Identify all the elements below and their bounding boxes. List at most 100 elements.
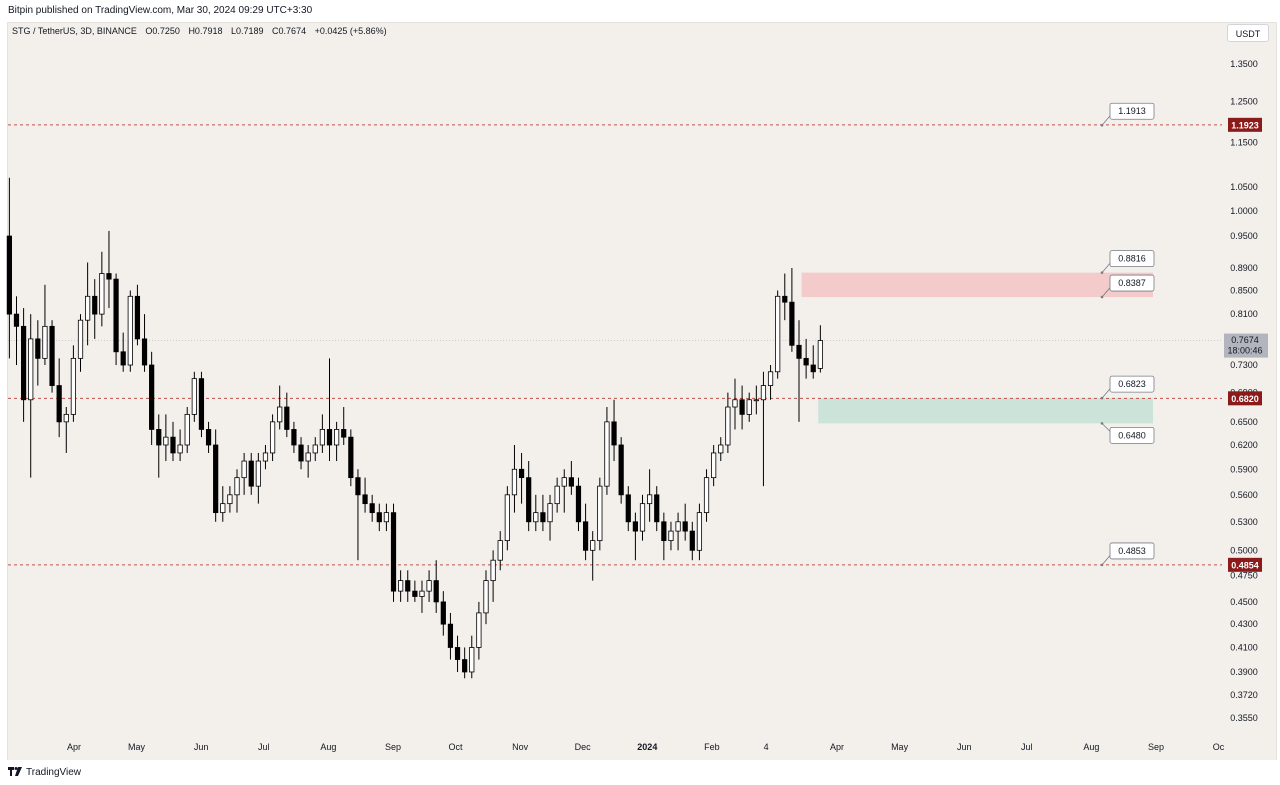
candle-body: [725, 406, 731, 446]
candle-body: [248, 460, 254, 487]
candle: [412, 580, 418, 602]
candle: [810, 345, 816, 379]
candle-body: [198, 378, 205, 430]
callout-anchor: [1100, 563, 1104, 567]
candle: [213, 429, 219, 522]
candle: [469, 635, 475, 679]
close-value: C0.7674: [272, 26, 307, 36]
y-tick-label: 0.3900: [1230, 667, 1258, 677]
candle: [582, 503, 589, 561]
callout-label: 0.6480: [1118, 430, 1146, 440]
chart-pane[interactable]: [7, 22, 1277, 761]
candle: [20, 308, 27, 422]
candle-body: [312, 444, 318, 454]
candle: [383, 503, 390, 532]
published-header: Bitpin published on TradingView.com, Mar…: [0, 0, 1280, 22]
candle-body: [398, 580, 404, 592]
currency-button[interactable]: USDT: [1227, 24, 1269, 42]
x-tick-label: Apr: [830, 742, 844, 752]
candle: [291, 421, 297, 453]
candle: [163, 414, 169, 462]
y-tick-label: 0.6200: [1230, 440, 1258, 450]
candle: [106, 230, 112, 309]
candle-body: [597, 485, 603, 542]
price-badge: [1228, 117, 1262, 132]
candle-body: [483, 580, 489, 614]
candle: [6, 177, 12, 359]
candle-body: [362, 494, 368, 505]
candle-body: [803, 357, 809, 366]
candle: [689, 521, 695, 561]
symbol-label: STG / TetherUS, 3D, BINANCE: [12, 26, 137, 36]
candle-body: [383, 512, 390, 523]
y-tick-label: 0.3550: [1230, 713, 1258, 723]
x-tick-label: Feb: [704, 742, 720, 752]
candle: [92, 279, 98, 339]
y-tick-label: 0.4300: [1230, 619, 1258, 629]
y-tick-label: 0.5300: [1230, 517, 1258, 527]
candle: [817, 325, 823, 373]
candle: [746, 392, 752, 422]
published-text: Bitpin published on TradingView.com, Mar…: [8, 5, 313, 16]
x-tick-label: Apr: [67, 742, 81, 752]
candle-body: [739, 399, 745, 415]
candle: [547, 494, 553, 541]
candle-body: [376, 512, 382, 523]
y-tick-label: 1.0500: [1230, 182, 1258, 192]
candle-body: [661, 521, 667, 542]
candle: [348, 429, 354, 487]
candle-body: [753, 399, 759, 402]
candle-body: [298, 444, 304, 462]
candle-body: [426, 580, 432, 592]
price-callout: 0.4853: [1100, 542, 1155, 567]
candle-body: [668, 530, 674, 542]
y-tick-label: 0.4100: [1230, 642, 1258, 652]
candle-body: [170, 436, 176, 454]
symbol-legend: STG / TetherUS, 3D, BINANCE O0.7250 H0.7…: [12, 26, 393, 36]
candle: [13, 296, 20, 366]
candle: [775, 290, 781, 379]
candle: [255, 452, 261, 504]
callout-anchor: [1100, 123, 1104, 127]
callout-anchor: [1100, 271, 1104, 274]
candle: [732, 378, 738, 430]
candle-body: [497, 540, 503, 561]
candle: [725, 392, 731, 453]
candle-body: [291, 429, 297, 446]
candle-body: [604, 421, 610, 487]
candle-body: [334, 429, 340, 446]
candle-body: [113, 278, 119, 353]
candle: [483, 570, 489, 625]
candle-body: [462, 659, 468, 673]
callout-box: [1109, 102, 1155, 120]
y-tick-label: 0.4750: [1230, 570, 1258, 580]
candle-body: [746, 399, 752, 415]
candle: [618, 437, 624, 504]
candle: [782, 273, 788, 321]
candle-body: [348, 436, 354, 479]
candle-body: [675, 521, 681, 532]
candle-body: [99, 273, 105, 315]
candle-body: [234, 477, 240, 496]
candle-body: [390, 512, 397, 592]
candle-body: [611, 421, 617, 446]
candle: [298, 437, 304, 470]
tradingview-logo-icon: [8, 766, 22, 779]
candle-body: [454, 647, 461, 660]
candle-body: [590, 540, 596, 551]
callout-label: 0.8816: [1118, 254, 1146, 264]
candle: [56, 358, 62, 438]
y-tick-label: 1.0000: [1230, 206, 1258, 216]
low-value: L0.7189: [230, 26, 264, 36]
candle-body: [191, 378, 197, 415]
candle-body: [85, 295, 91, 321]
candle-body: [42, 325, 48, 359]
candle: [355, 469, 361, 561]
candle-body: [412, 590, 418, 597]
candle-body: [518, 468, 525, 479]
candle: [177, 429, 183, 462]
candle: [654, 486, 660, 532]
candle: [476, 601, 482, 660]
candlestick-chart[interactable]: 1.1913 0.8816 0.8387 0.6823 0.6480 0.4853 1.3…: [0, 0, 1280, 760]
candle-body: [262, 452, 269, 462]
